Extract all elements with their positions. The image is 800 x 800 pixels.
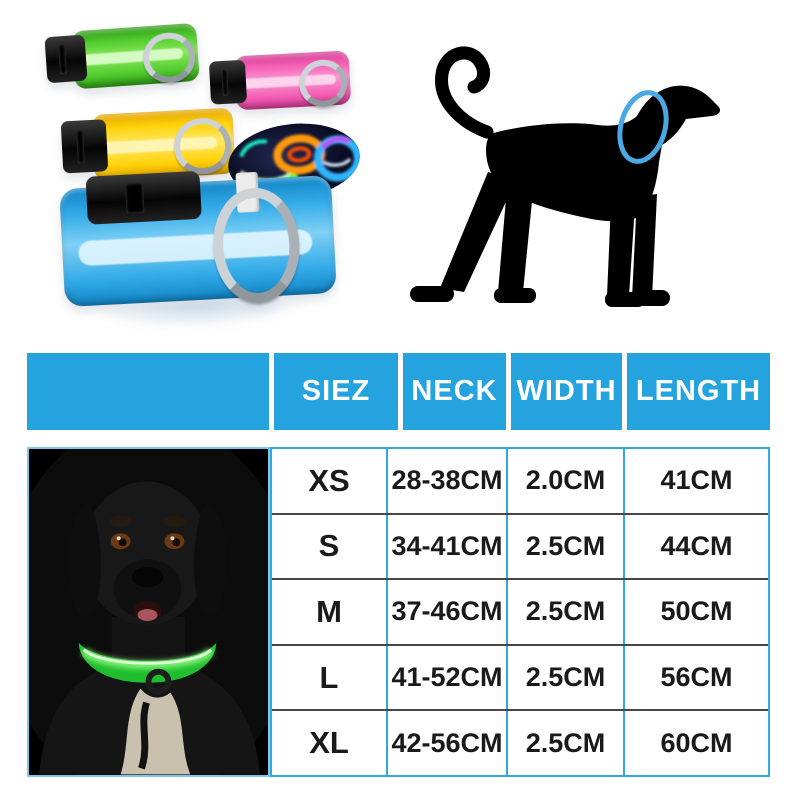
collar-buckle bbox=[60, 118, 109, 174]
cell-width: 2.0CM bbox=[506, 449, 623, 513]
col-header-length: LENGTH bbox=[627, 353, 770, 430]
cell-length: 60CM bbox=[623, 711, 768, 775]
dog-silhouette-svg bbox=[410, 46, 720, 307]
cell-width: 2.5CM bbox=[506, 645, 623, 710]
size-chart-body: XS 28-38CM 2.0CM 41CM S 34-41CM 2.5CM 44… bbox=[270, 447, 770, 777]
cell-width: 2.5CM bbox=[506, 711, 623, 775]
chest-fur-streak bbox=[138, 701, 150, 770]
cell-neck: 34-41CM bbox=[386, 514, 506, 579]
collar-buckle bbox=[44, 34, 88, 84]
white-led-arc bbox=[322, 158, 352, 167]
table-row: XS 28-38CM 2.0CM 41CM bbox=[272, 449, 768, 513]
right-brow bbox=[163, 515, 186, 528]
front-far-foot bbox=[632, 290, 670, 306]
dog-size-diagram bbox=[390, 0, 800, 350]
blue-collar-photo bbox=[59, 171, 337, 332]
col-header-neck: NECK bbox=[403, 353, 506, 430]
header-spacer bbox=[27, 353, 269, 430]
cell-length: 50CM bbox=[623, 580, 768, 644]
table-row: S 34-41CM 2.5CM 44CM bbox=[272, 512, 768, 579]
white-chest-patch bbox=[120, 688, 191, 775]
cell-neck: 28-38CM bbox=[386, 449, 506, 513]
cell-width: 2.5CM bbox=[506, 580, 623, 644]
pink-collar-photo bbox=[208, 50, 352, 111]
nose bbox=[131, 567, 164, 588]
left-ear bbox=[67, 501, 101, 617]
table-row: L 41-52CM 2.5CM 56CM bbox=[272, 643, 768, 710]
cell-neck: 41-52CM bbox=[386, 645, 506, 710]
model-dog-illustration bbox=[29, 449, 268, 775]
collar-buckle bbox=[85, 171, 203, 225]
rear-far-foot bbox=[410, 286, 454, 302]
cell-length: 41CM bbox=[623, 449, 768, 513]
muzzle bbox=[113, 559, 182, 619]
yellow-collar-photo bbox=[60, 107, 236, 183]
dog-silhouette bbox=[410, 46, 720, 307]
col-header-size: SIEZ bbox=[274, 353, 398, 430]
teal-glow-arc bbox=[239, 139, 268, 158]
cell-size: L bbox=[319, 659, 339, 695]
dog-tail bbox=[435, 46, 494, 139]
cell-neck: 37-46CM bbox=[386, 580, 506, 644]
col-header-width: WIDTH bbox=[511, 353, 622, 430]
rear-near-foot bbox=[494, 288, 536, 303]
cell-length: 56CM bbox=[623, 645, 768, 710]
neck-collar-ring bbox=[617, 90, 669, 164]
tongue bbox=[137, 609, 158, 621]
purple-glow-arc bbox=[320, 136, 351, 150]
collar-led-line bbox=[82, 648, 213, 665]
table-row: XL 42-56CM 2.5CM 60CM bbox=[272, 709, 768, 775]
table-row: M 37-46CM 2.5CM 50CM bbox=[272, 578, 768, 644]
green-collar-photo bbox=[44, 22, 200, 91]
model-dog-photo bbox=[27, 447, 270, 777]
collar-d-ring bbox=[145, 668, 172, 695]
cell-size: M bbox=[316, 593, 342, 629]
front-far-leg bbox=[632, 194, 657, 298]
right-ear bbox=[194, 501, 228, 617]
cell-size: S bbox=[318, 528, 340, 564]
cell-size: XL bbox=[309, 725, 349, 761]
cell-size: XS bbox=[308, 462, 350, 498]
rear-near-leg bbox=[498, 187, 533, 292]
left-brow bbox=[109, 515, 132, 528]
red-glow-ring bbox=[287, 146, 312, 163]
rear-far-leg bbox=[440, 172, 516, 292]
collar-buckle bbox=[208, 59, 248, 105]
cell-width: 2.5CM bbox=[506, 514, 623, 579]
dog-body bbox=[486, 85, 720, 222]
cell-length: 44CM bbox=[623, 514, 768, 579]
cell-neck: 42-56CM bbox=[386, 711, 506, 775]
front-near-leg bbox=[607, 203, 635, 296]
